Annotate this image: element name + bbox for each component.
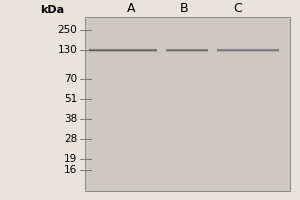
Bar (89, 51, 158, 52)
Bar (166, 47, 208, 48)
Bar (89, 50, 158, 51)
Text: kDa: kDa (40, 5, 64, 15)
Bar (217, 49, 279, 50)
Text: 70: 70 (64, 74, 77, 84)
Text: 16: 16 (64, 165, 77, 175)
Bar (89, 52, 158, 53)
Text: B: B (180, 2, 188, 15)
Bar (217, 50, 279, 51)
Bar (89, 49, 158, 50)
Bar (217, 47, 279, 48)
Bar (166, 51, 208, 52)
Text: 28: 28 (64, 134, 77, 144)
Text: 130: 130 (57, 45, 77, 55)
Bar (166, 50, 208, 51)
Bar (217, 51, 279, 52)
Bar (166, 49, 208, 50)
Bar (166, 52, 208, 53)
Bar (85, 17, 290, 191)
Text: 19: 19 (64, 154, 77, 164)
Text: 51: 51 (64, 94, 77, 104)
Bar (166, 48, 208, 49)
Text: C: C (233, 2, 242, 15)
Text: 38: 38 (64, 114, 77, 124)
Bar (89, 47, 158, 48)
Text: 250: 250 (57, 25, 77, 35)
Text: A: A (126, 2, 135, 15)
Bar (217, 52, 279, 53)
Bar (89, 48, 158, 49)
Bar (217, 48, 279, 49)
